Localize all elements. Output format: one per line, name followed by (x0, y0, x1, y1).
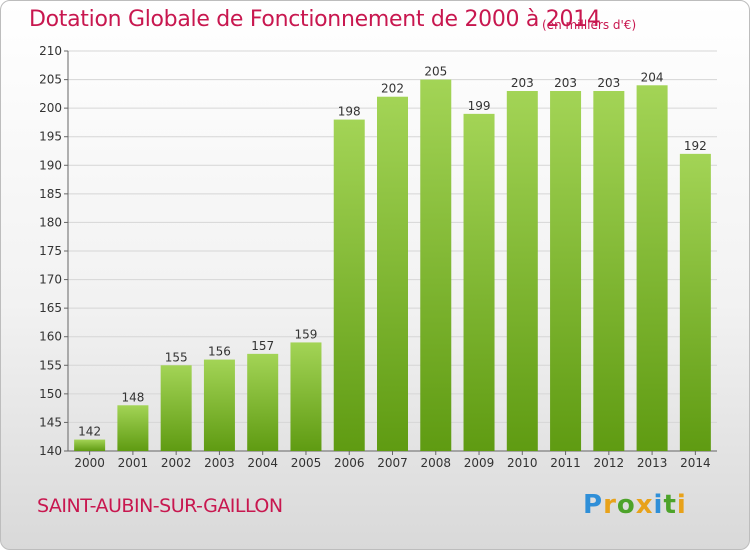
x-tick-label: 2002 (161, 456, 192, 470)
chart-title: Dotation Globale de Fonctionnement de 20… (29, 7, 601, 32)
x-tick-label: 2003 (204, 456, 235, 470)
x-tick-label: 2000 (74, 456, 105, 470)
bar-value-label: 199 (468, 99, 491, 113)
y-tick-label: 185 (39, 187, 62, 201)
bar (74, 439, 106, 451)
bar (377, 96, 408, 451)
y-tick-label: 195 (39, 130, 62, 144)
bars: 142 148 155 156 157 159 198 202 205 199 203 203 203 2… (74, 65, 711, 452)
bar-value-label: 203 (597, 76, 620, 90)
bar (247, 353, 279, 451)
bar (636, 85, 668, 452)
x-tick-label: 2010 (507, 456, 538, 470)
proxiti-logo: Proxiti (583, 490, 687, 522)
bar-value-label: 159 (295, 327, 318, 341)
y-tick-label: 175 (39, 244, 62, 258)
y-tick-label: 145 (39, 415, 62, 429)
bar-value-label: 202 (381, 82, 404, 96)
logo-letter: o (616, 490, 636, 520)
x-tick-label: 2012 (594, 456, 625, 470)
y-tick-label: 170 (39, 273, 62, 287)
bar (160, 365, 192, 451)
logo-letter: t (663, 490, 677, 520)
logo-letter: P (583, 490, 604, 520)
bar (679, 153, 711, 451)
bar (550, 91, 582, 451)
chart-subtitle: (en milliers d'€) (542, 18, 637, 32)
logo-letter: r (603, 490, 617, 520)
y-tick-label: 205 (39, 73, 62, 87)
bar (463, 113, 495, 451)
bar-value-label: 148 (121, 390, 144, 404)
bar (290, 342, 322, 451)
bar-value-label: 142 (78, 425, 101, 439)
x-tick-label: 2006 (334, 456, 365, 470)
x-tick-label: 2014 (680, 456, 711, 470)
bar-value-label: 204 (641, 70, 664, 84)
x-tick-label: 2004 (247, 456, 278, 470)
bar-value-label: 192 (684, 139, 707, 153)
x-tick-label: 2011 (550, 456, 581, 470)
bar-value-label: 157 (251, 339, 274, 353)
y-tick-label: 140 (39, 444, 62, 458)
y-tick-label: 160 (39, 330, 62, 344)
y-tick-label: 165 (39, 301, 62, 315)
bar (117, 405, 149, 451)
bar-value-label: 155 (165, 350, 188, 364)
y-tick-label: 190 (39, 158, 62, 172)
bar-value-label: 203 (511, 76, 534, 90)
x-tick-label: 2009 (464, 456, 495, 470)
bar (506, 91, 538, 451)
bar (593, 91, 625, 451)
bar (333, 119, 365, 452)
logo-letter: i (676, 490, 687, 520)
x-tick-label: 2001 (118, 456, 149, 470)
bar-value-label: 156 (208, 345, 231, 359)
bar-value-label: 203 (554, 76, 577, 90)
bar-value-label: 205 (424, 65, 447, 79)
x-tick-label: 2005 (291, 456, 322, 470)
x-tick-label: 2007 (377, 456, 408, 470)
y-tick-label: 200 (39, 101, 62, 115)
bar-value-label: 198 (338, 105, 361, 119)
bar (420, 79, 452, 452)
y-tick-label: 210 (39, 44, 62, 58)
logo-letter: i (653, 490, 664, 520)
commune-name: SAINT-AUBIN-SUR-GAILLON (37, 495, 283, 517)
logo-letter: x (635, 490, 654, 520)
x-tick-label: 2008 (420, 456, 451, 470)
bar (203, 359, 235, 451)
x-tick-label: 2013 (637, 456, 668, 470)
y-tick-label: 150 (39, 387, 62, 401)
y-tick-label: 155 (39, 358, 62, 372)
y-tick-label: 180 (39, 215, 62, 229)
x-axis: 2000 2001 2002 2003 2004 2005 2006 2007 2008 2009… (74, 451, 711, 470)
